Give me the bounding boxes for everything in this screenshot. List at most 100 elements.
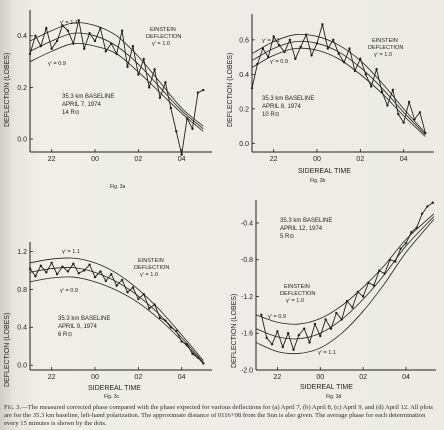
annotation-line: 35.3 km BASELINE	[58, 316, 110, 322]
data-point	[175, 130, 178, 133]
y-tick-label: 0.2	[17, 85, 27, 92]
y-tick-labels: -0.4 -0.8 -1.2 -1.6 -2.0	[241, 220, 259, 374]
y-axis-label: DEFLECTION (LOBES)	[4, 53, 11, 127]
data-point	[55, 273, 59, 276]
data-point	[82, 269, 86, 272]
data-point	[391, 88, 395, 92]
caption-lead: Fig. 3.	[4, 404, 22, 411]
y-tick-labels: 0.4 0.2 0.0	[17, 33, 33, 143]
data-point	[147, 86, 151, 89]
annotation-line: 5 R⊙	[280, 234, 294, 240]
data-point	[45, 26, 48, 30]
data-point	[364, 73, 367, 76]
data-point	[356, 290, 359, 294]
data-point	[158, 96, 162, 99]
y-tick-label: 0.4	[239, 72, 249, 79]
data-point	[50, 47, 53, 50]
data-point	[292, 348, 295, 351]
y-axis-label: DEFLECTION (LOBES)	[227, 53, 234, 127]
data-point	[50, 261, 53, 265]
data-point	[88, 263, 91, 266]
panel-b: 0.6 0.4 0.2 0.0 22 00 02 04 DEFLECTION (LOBES)…	[227, 14, 434, 184]
data-point	[61, 24, 64, 27]
data-point	[137, 73, 140, 76]
annotation-line: APRIL 12, 1974	[280, 226, 323, 232]
data-point	[335, 311, 338, 315]
theory-curve	[251, 33, 426, 134]
data-point	[191, 127, 194, 130]
data-point	[383, 272, 386, 275]
x-tick-label: 04	[178, 156, 186, 163]
data-point	[402, 121, 405, 124]
data-point	[72, 262, 75, 266]
einstein-label: γ' = 1.0	[286, 298, 304, 304]
data-point	[28, 267, 32, 270]
y-tick-label: 0.0	[17, 136, 27, 143]
data-point	[153, 68, 156, 71]
y-tick-label: -1.6	[241, 331, 253, 338]
data-point	[104, 50, 108, 53]
data-point	[185, 343, 189, 346]
y-tick-label: 0.0	[239, 141, 249, 148]
figure-label: Fig. 3d	[326, 394, 342, 400]
data-point	[353, 69, 357, 73]
x-tick-label: 22	[48, 374, 56, 381]
x-tick-label: 02	[359, 374, 367, 381]
data-point	[394, 260, 397, 263]
data-point	[260, 313, 263, 317]
data-point	[410, 230, 413, 234]
data-point	[185, 117, 189, 120]
data-point	[342, 61, 346, 64]
y-tick-label: 0.2	[239, 106, 249, 113]
panel-a: 0.4 0.2 0.0 22 00 02 04 DEFLECTION (LOBES) 35…	[4, 10, 212, 190]
x-tick-label: 04	[178, 374, 186, 381]
x-tick-labels: 22 00 02 04	[274, 367, 410, 381]
einstein-label: EINSTEIN	[284, 284, 310, 290]
figure-caption: Fig. 3.—The measured corrected phase com…	[4, 404, 440, 428]
x-tick-label: 00	[316, 374, 324, 381]
data-point	[324, 318, 327, 321]
curve-label-bottom: γ' = 0.9	[268, 314, 286, 320]
einstein-label: EINSTEIN	[138, 258, 164, 264]
theory-curve	[29, 266, 204, 363]
data-point	[39, 264, 43, 267]
y-tick-label: 0.8	[17, 287, 27, 294]
measured-series	[28, 19, 205, 156]
measured-series	[28, 261, 205, 365]
data-point	[28, 52, 32, 56]
y-tick-label: 0.0	[17, 363, 27, 370]
data-point	[131, 44, 135, 48]
data-point	[283, 50, 286, 54]
y-tick-label: 1.2	[17, 249, 27, 256]
data-point	[329, 327, 333, 330]
data-point	[281, 345, 284, 349]
data-point	[202, 88, 205, 92]
data-point	[147, 307, 151, 310]
data-point	[120, 29, 124, 32]
data-point	[169, 106, 173, 110]
data-point	[104, 279, 108, 283]
y-tick-label: 0.6	[239, 37, 249, 44]
data-point	[164, 81, 167, 84]
data-point	[196, 356, 200, 359]
data-point	[131, 286, 135, 289]
data-point	[337, 52, 340, 55]
data-point	[196, 91, 200, 94]
y-tick-label: -0.4	[241, 220, 253, 227]
data-point	[286, 332, 290, 335]
y-tick-label: 0.4	[17, 33, 27, 40]
data-point	[256, 62, 259, 66]
curve-label-top: γ' = 1.1	[62, 249, 80, 255]
data-point	[153, 303, 156, 306]
data-point	[413, 118, 416, 121]
x-tick-label: 04	[400, 156, 408, 163]
annotation-line: 35.3 km BASELINE	[262, 96, 314, 102]
data-point	[404, 241, 408, 245]
data-point	[326, 47, 330, 50]
x-tick-label: 00	[91, 374, 99, 381]
annotation-line: APRIL 8, 1974	[262, 104, 301, 110]
data-point	[120, 278, 124, 282]
annotation-line: APRIL 7, 1974	[62, 102, 101, 108]
data-point	[294, 57, 297, 61]
data-point	[39, 44, 43, 48]
